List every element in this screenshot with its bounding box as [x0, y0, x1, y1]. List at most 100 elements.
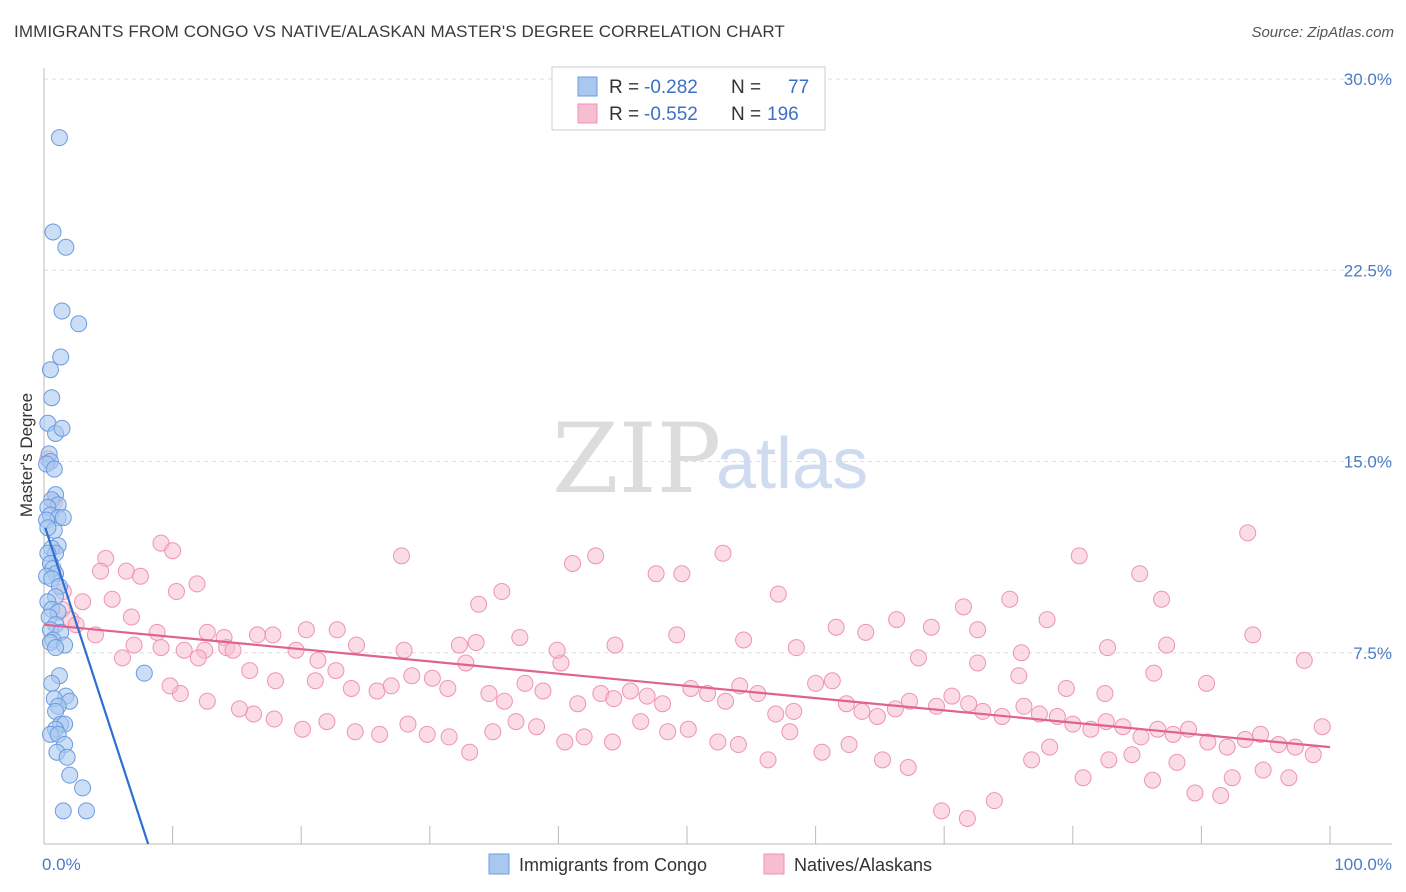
natives-point-145 — [673, 565, 691, 583]
y-tick-label-0: 7.5% — [1353, 644, 1392, 663]
natives-point-112 — [781, 723, 799, 741]
natives-point-102 — [1074, 769, 1092, 787]
natives-point-43 — [467, 634, 485, 652]
natives-point-114 — [729, 736, 747, 754]
natives-point-94 — [1254, 761, 1272, 779]
natives-point-99 — [1144, 771, 1162, 789]
natives-point-41 — [439, 679, 457, 697]
natives-point-174 — [1158, 636, 1176, 654]
congo-point-63 — [61, 766, 79, 784]
natives-point-90 — [1286, 738, 1304, 756]
natives-point-163 — [606, 636, 624, 654]
congo-point-62 — [58, 748, 76, 766]
natives-point-139 — [393, 547, 411, 565]
natives-point-10 — [167, 583, 185, 601]
natives-point-117 — [659, 723, 677, 741]
natives-point-170 — [248, 626, 266, 644]
natives-point-52 — [621, 682, 639, 700]
y-tick-labels: 7.5% 15.0% 22.5% 30.0% — [1344, 70, 1392, 663]
natives-point-135 — [230, 700, 248, 718]
natives-point-33 — [266, 672, 284, 690]
natives-point-115 — [709, 733, 727, 751]
natives-point-11 — [103, 590, 121, 608]
natives-point-153 — [1131, 565, 1149, 583]
x-tick-label-0: 0.0% — [42, 855, 81, 874]
natives-point-152 — [1070, 547, 1088, 565]
natives-point-20 — [264, 626, 282, 644]
legend-n-label-2: N = — [731, 104, 761, 125]
natives-point-162 — [668, 626, 686, 644]
congo-point-1 — [44, 223, 62, 241]
legend-r-value-1: -0.282 — [644, 77, 698, 98]
natives-point-116 — [679, 720, 697, 738]
natives-point-101 — [1123, 746, 1141, 764]
bottom-legend-swatch-congo — [488, 853, 510, 875]
watermark-zip: ZIP — [552, 403, 721, 515]
congo-trend-line — [44, 527, 150, 845]
natives-point-64 — [837, 695, 855, 713]
natives-point-176 — [1295, 651, 1313, 669]
natives-point-38 — [382, 677, 400, 695]
natives-point-22 — [125, 636, 143, 654]
natives-point-166 — [450, 636, 468, 654]
natives-point-51 — [605, 690, 623, 708]
bottom-legend-label-natives: Natives/Alaskans — [794, 855, 932, 875]
y-tick-label-1: 15.0% — [1344, 453, 1392, 472]
legend-r-label-1: R = — [609, 77, 639, 98]
natives-point-127 — [418, 725, 436, 743]
natives-point-125 — [461, 743, 479, 761]
natives-point-8 — [188, 575, 206, 593]
legend-swatch-congo — [577, 76, 598, 97]
natives-point-128 — [399, 715, 417, 733]
natives-point-111 — [813, 743, 831, 761]
natives-point-143 — [587, 547, 605, 565]
natives-point-31 — [309, 651, 327, 669]
congo-point-21 — [54, 509, 72, 527]
natives-point-74 — [1015, 697, 1033, 715]
natives-point-157 — [969, 621, 987, 639]
natives-point-24 — [175, 641, 193, 659]
natives-point-14 — [122, 608, 140, 626]
legend-n-label-1: N = — [731, 77, 761, 98]
natives-point-35 — [327, 662, 345, 680]
x-tick-label-1: 100.0% — [1334, 855, 1392, 874]
natives-point-88 — [1252, 725, 1270, 743]
natives-point-149 — [888, 611, 906, 629]
natives-point-7 — [131, 567, 149, 585]
natives-point-68 — [900, 692, 918, 710]
natives-point-23 — [152, 639, 170, 657]
congo-point-7 — [43, 389, 61, 407]
natives-point-172 — [1012, 644, 1030, 662]
natives-point-56 — [699, 685, 717, 703]
natives-point-12 — [74, 593, 92, 611]
natives-point-53 — [638, 687, 656, 705]
natives-point-49 — [569, 695, 587, 713]
natives-point-6 — [117, 562, 135, 580]
congo-point-47 — [135, 664, 153, 682]
congo-point-14 — [45, 460, 63, 478]
natives-point-136 — [198, 692, 216, 710]
natives-point-179 — [1096, 685, 1114, 703]
natives-point-92 — [1313, 718, 1331, 736]
natives-point-83 — [1164, 725, 1182, 743]
natives-point-106 — [958, 810, 976, 827]
natives-point-3 — [164, 542, 182, 560]
natives-point-169 — [297, 621, 315, 639]
natives-point-61 — [785, 702, 803, 720]
natives-point-44 — [480, 685, 498, 703]
natives-point-131 — [318, 713, 336, 731]
natives-point-62 — [807, 674, 825, 692]
natives-point-160 — [787, 639, 805, 657]
natives-point-181 — [1010, 667, 1028, 685]
natives-point-86 — [1218, 738, 1236, 756]
bottom-legend-swatch-natives — [763, 853, 785, 875]
natives-point-134 — [245, 705, 263, 723]
congo-points — [38, 129, 153, 820]
natives-point-70 — [943, 687, 961, 705]
natives-point-29 — [224, 641, 242, 659]
congo-point-46 — [47, 639, 65, 657]
natives-point-129 — [371, 725, 389, 743]
natives-trend-line — [43, 623, 1331, 749]
natives-point-96 — [1168, 753, 1186, 771]
